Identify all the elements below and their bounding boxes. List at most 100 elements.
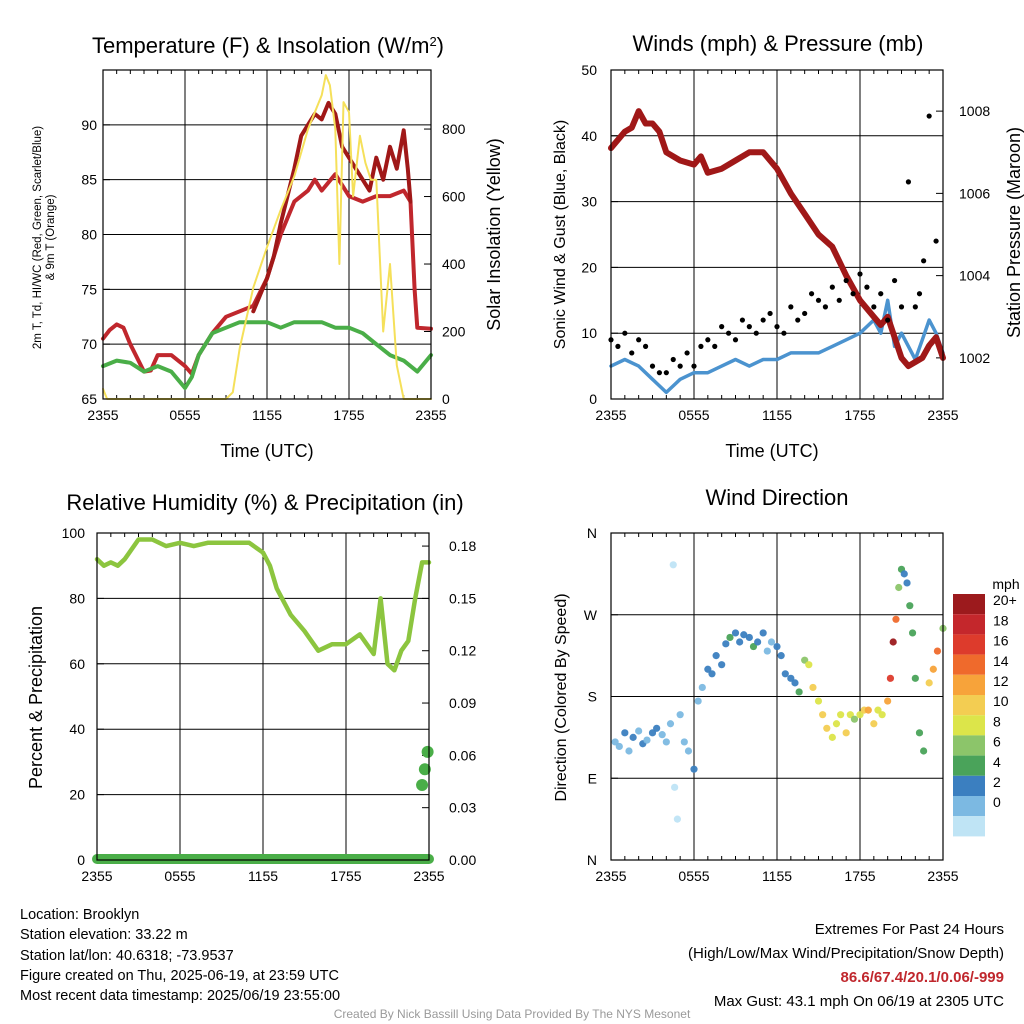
winds-gust-point — [767, 310, 773, 317]
station-info: Location: Brooklyn Station elevation: 33… — [20, 905, 340, 1006]
direction-point — [658, 731, 666, 739]
winds-y2tick-label: 1002 — [959, 350, 990, 366]
legend-swatch — [953, 634, 985, 655]
direction-point — [754, 638, 762, 646]
recent-text: Most recent data timestamp: 2025/06/19 2… — [20, 988, 341, 1005]
direction-point — [920, 747, 928, 755]
winds-gust-point — [836, 297, 842, 303]
temperature-ytick-label: 85 — [81, 172, 97, 188]
winds-xlabel: Time (UTC) — [725, 441, 818, 461]
temperature-ytick-label: 80 — [81, 227, 97, 243]
winds-gust-point — [871, 304, 877, 310]
winds-gust-point — [933, 238, 939, 244]
legend-label: 4 — [993, 754, 1001, 770]
humidity-y2tick-label: 0.09 — [449, 695, 476, 711]
winds-gust-point — [829, 284, 835, 290]
winds-gust-point — [684, 350, 690, 356]
direction-xtick-label: 1155 — [762, 868, 792, 884]
winds-gust-point — [649, 363, 656, 369]
winds-gust-point — [857, 271, 863, 277]
direction-point — [911, 674, 919, 682]
temperature-xtick-label: 0555 — [169, 407, 200, 423]
winds-ylabel: Sonic Wind & Gust (Blue, Black) — [552, 120, 569, 349]
temperature-y2tick-label: 600 — [442, 189, 466, 205]
humidity-y2tick-label: 0.03 — [449, 800, 476, 816]
winds-gust-point — [878, 291, 884, 297]
direction-point — [676, 711, 684, 719]
legend-label: 8 — [993, 713, 1001, 729]
direction-point — [892, 615, 900, 623]
winds-gust-point — [781, 330, 787, 336]
direction-point — [690, 765, 698, 773]
direction-point — [680, 738, 688, 746]
direction-point — [662, 738, 670, 746]
direction-point — [791, 679, 799, 687]
winds-ytick-label: 30 — [581, 194, 597, 210]
direction-point — [773, 642, 781, 651]
direction-point — [828, 733, 836, 741]
legend-label: 18 — [993, 612, 1009, 628]
winds-gust-point — [691, 363, 697, 369]
direction-point — [933, 647, 942, 655]
winds-gust-point — [774, 324, 780, 330]
winds-gust-point — [760, 317, 766, 323]
direction-point — [704, 665, 712, 673]
winds-gust-point — [732, 337, 739, 343]
winds-series-wind — [609, 298, 945, 395]
temperature-xlabel: Time (UTC) — [220, 441, 313, 461]
temperature-ylabel-line1: 2m T, Td, HI/WC (Red, Green, Scarlet/Blu… — [32, 126, 44, 349]
direction-point — [684, 747, 693, 755]
temperature-xtick-label: 1755 — [333, 407, 364, 423]
direction-point — [889, 638, 897, 646]
winds-ylabel2: Station Pressure (Maroon) — [1004, 127, 1024, 338]
direction-point — [884, 697, 892, 705]
direction-point — [886, 674, 895, 682]
winds-gust-point — [850, 291, 856, 297]
direction-ytick-label: N — [587, 525, 597, 541]
winds-frame — [610, 69, 944, 400]
humidity-xtick-label: 1155 — [248, 868, 278, 884]
winds-gust-point — [808, 291, 815, 297]
direction-point — [698, 683, 706, 692]
winds-gust-point — [815, 297, 822, 303]
direction-ylabel: Direction (Colored By Speed) — [553, 593, 570, 801]
direction-point — [878, 711, 886, 719]
direction-point — [712, 652, 720, 660]
direction-point — [648, 729, 657, 737]
winds-xtick-label: 1755 — [844, 407, 875, 423]
humidity-ytick-label: 60 — [69, 656, 85, 672]
direction-point — [611, 738, 619, 746]
direction-point — [781, 670, 789, 678]
humidity-xtick-label: 2355 — [81, 868, 112, 884]
winds-gust-point — [802, 310, 808, 317]
legend-swatch — [953, 796, 985, 817]
direction-ytick-label: S — [588, 689, 597, 705]
winds-gust-point — [795, 317, 801, 323]
winds-ytick-label: 0 — [589, 391, 597, 407]
direction-point — [718, 661, 726, 669]
direction-point — [621, 729, 629, 737]
humidity-ytick-label: 20 — [69, 787, 85, 803]
winds-gust-point — [921, 258, 927, 264]
direction-point — [694, 697, 702, 705]
temperature-series-dewpoint — [101, 320, 433, 390]
direction-point — [895, 583, 903, 592]
winds-gust-point — [916, 291, 923, 297]
direction-point — [615, 742, 623, 751]
direction-point — [767, 638, 776, 646]
direction-title: Wind Direction — [705, 485, 848, 510]
direction-point — [795, 688, 803, 696]
direction-point — [673, 815, 682, 823]
winds-gust-point — [898, 304, 905, 310]
winds-gust-point — [739, 317, 746, 323]
direction-ytick-label: N — [587, 852, 597, 868]
temperature-xtick-label: 2355 — [87, 407, 118, 423]
direction-point — [745, 633, 753, 642]
legend-label: 12 — [993, 673, 1009, 689]
latlon-text: Station lat/lon: 40.6318; -73.9537 — [20, 947, 234, 964]
temperature-chart: 2355 0555 1155 1755 235565707580859002004006… — [32, 33, 504, 461]
direction-point — [625, 747, 633, 755]
direction-point — [671, 783, 679, 791]
temperature-y2tick-label: 800 — [442, 121, 466, 137]
temperature-ytick-label: 65 — [81, 391, 97, 407]
